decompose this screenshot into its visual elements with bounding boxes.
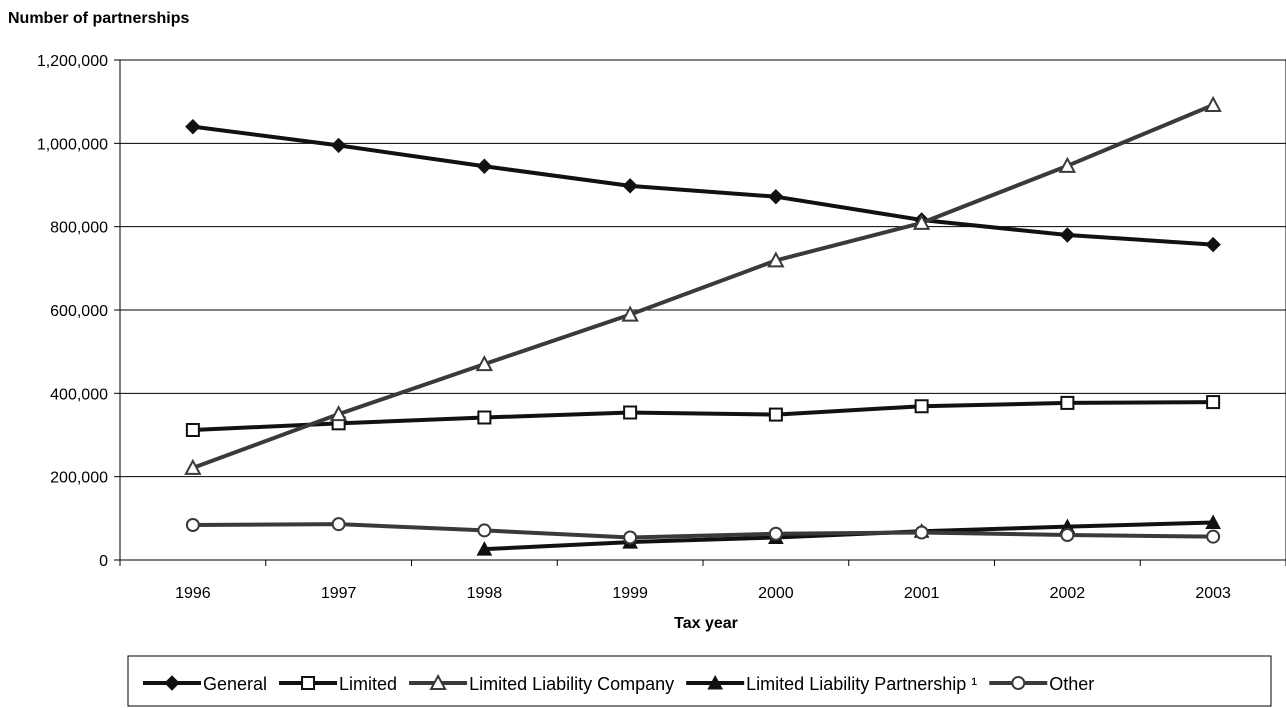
data-point-other [477,523,492,538]
legend-item-limited: Limited [279,674,397,694]
data-point-limited [477,410,492,425]
data-point-general [768,188,784,205]
legend-item-other: Other [989,674,1094,694]
data-point-other [623,530,638,545]
series-line-general [192,124,1214,247]
legend-label: Limited Liability Company [469,674,674,694]
legend-item-limited-liability-company: Limited Liability Company [409,673,674,694]
legend-swatch-marker [301,676,316,690]
legend: General Limited Limited Liability Company L… [127,655,1272,707]
x-tick-label: 1997 [321,585,357,602]
x-tick-label: 1998 [467,585,503,602]
series-limited-liability-company [184,95,1222,475]
data-point-limited [185,423,200,437]
data-point-other [331,517,346,532]
legend-item-limited-liability-partnership: Limited Liability Partnership ¹ [686,674,977,694]
series-group [184,95,1222,556]
legend-swatch-marker [429,673,447,690]
data-point-limited-liability-company [912,213,931,230]
data-point-limited-liability-company [767,251,785,268]
legend-label: Limited Liability Partnership ¹ [746,674,977,694]
y-tick-label: 600,000 [50,303,108,320]
x-tick-label: 2001 [904,585,940,602]
x-tick-label: 2000 [758,585,794,602]
data-point-other [185,518,200,532]
series-limited [185,395,1221,437]
legend-swatch-marker [707,674,724,690]
y-axis: 0 200,000 400,000 600,000 800,000 1,000,000 1,… [37,53,120,570]
data-point-limited-liability-company [621,305,639,322]
x-tick-label: 1999 [612,585,648,602]
x-tick-label: 2003 [1195,585,1231,602]
data-point-limited-liability-partnership [476,541,493,556]
data-point-limited [623,405,638,420]
data-point-other [914,525,929,540]
series-line-limited-liability-company [192,103,1214,470]
data-point-general [330,137,347,154]
data-point-general [185,118,201,135]
data-point-limited-liability-company [329,405,348,422]
legend-label: General [203,674,267,694]
series-line-limited [192,400,1214,432]
x-tick-label: 1996 [175,585,211,602]
x-tick-label: 2002 [1050,585,1086,602]
series-other [185,517,1221,545]
data-point-limited-liability-company [475,355,494,372]
data-point-limited [1206,395,1221,410]
legend-item-general: General [143,674,267,694]
y-tick-label: 0 [99,553,108,570]
y-tick-label: 200,000 [50,470,108,487]
data-point-limited [768,407,783,422]
series-general [185,118,1221,253]
y-tick-label: 1,000,000 [37,136,108,153]
data-point-other [768,526,783,541]
data-point-general [622,178,638,194]
y-tick-label: 800,000 [50,220,108,237]
data-point-other [1060,528,1075,542]
x-axis: 1996 1997 1998 1999 2000 2001 2002 2003 [119,560,1286,602]
series-line-other [192,522,1214,540]
data-point-general [476,158,493,174]
legend-label: Limited [339,674,397,694]
data-point-general [1205,236,1221,253]
data-point-limited-liability-company [1058,156,1077,173]
legend-swatch-marker [1011,676,1026,690]
y-tick-label: 1,200,000 [37,53,108,70]
data-point-other [1206,529,1221,544]
x-axis-title: Tax year [674,615,738,632]
y-tick-label: 400,000 [50,386,108,403]
data-point-limited-liability-partnership [1205,514,1221,529]
legend-label: Other [1049,674,1094,694]
data-point-limited [914,399,929,414]
data-point-limited-liability-company [184,458,202,475]
legend-swatch-marker [164,675,180,691]
data-point-limited-liability-company [1204,95,1222,112]
y-axis-title: Number of partnerships [8,10,189,27]
data-point-limited [1060,395,1075,410]
data-point-general [1059,227,1076,243]
